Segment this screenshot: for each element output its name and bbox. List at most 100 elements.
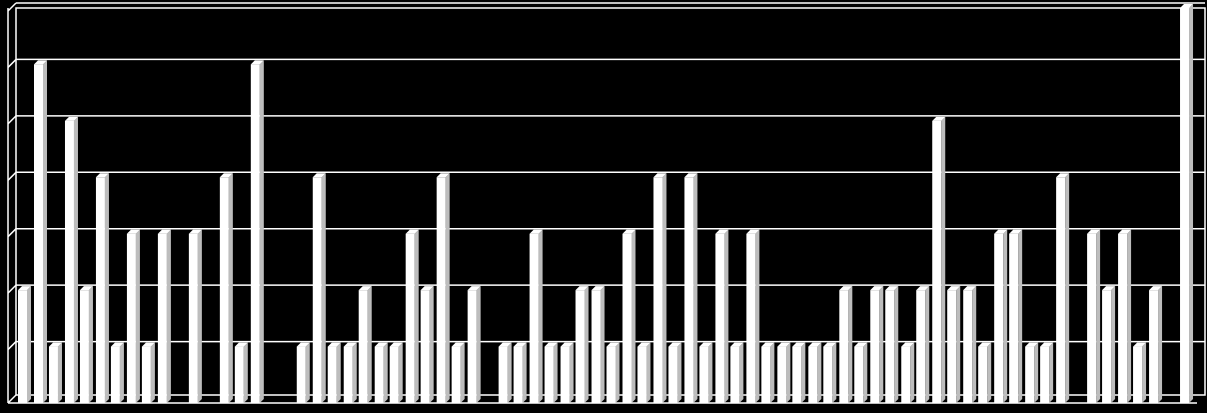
- bar-series1-26-side: [817, 342, 822, 403]
- bar-series1-1-front: [34, 64, 43, 403]
- bar-series2-33-top: [1009, 229, 1023, 234]
- bar-series2-32-front: [978, 346, 988, 403]
- bar-series2-19-front: [575, 290, 585, 403]
- bar-series1-21-front: [653, 177, 663, 403]
- bar-series2-13: [389, 342, 403, 403]
- bar-series2-21-front: [637, 346, 647, 403]
- bar-series1-36-side: [1127, 229, 1132, 403]
- bar-series2-24-top: [730, 342, 744, 347]
- bar-series2-3-side: [88, 286, 93, 403]
- bar-series2-1-side: [27, 286, 31, 403]
- bar-series1-17-top: [529, 229, 543, 234]
- bar-series1-4-side: [135, 229, 140, 403]
- bar-series2-11-front: [327, 346, 337, 403]
- bar-series2-30: [916, 286, 930, 403]
- bar-series1-18-side: [569, 342, 574, 403]
- bar-series2-8: [234, 342, 248, 403]
- bar-series1-32: [994, 229, 1008, 403]
- bar-series2-21-top: [637, 342, 651, 347]
- bar-series2-37-front: [1133, 346, 1143, 403]
- bar-series1-14-front: [436, 177, 446, 403]
- bar-series1-37-front: [1149, 290, 1159, 403]
- bar-series1-13-front: [405, 233, 415, 403]
- bar-series1-8: [250, 60, 264, 404]
- bar-series2-20-front: [606, 346, 616, 403]
- bar-series2-1-front: [18, 290, 27, 403]
- bar-series2-25: [761, 342, 775, 403]
- bar-series1-10: [312, 173, 326, 403]
- bar-series2-25-front: [761, 346, 771, 403]
- bar-series1-17: [529, 229, 543, 403]
- bar-series1-11-front: [343, 346, 353, 403]
- bar-series1-2: [64, 116, 78, 403]
- bar-series2-17-side: [522, 342, 527, 403]
- bar-series2-19-top: [575, 286, 589, 291]
- bar-series1-12: [374, 342, 388, 403]
- bar-series1-18-top: [560, 342, 574, 347]
- bar-series1-8-side: [259, 60, 264, 404]
- bar-series1-20-top: [622, 229, 636, 234]
- bar-series1-30-front: [932, 120, 942, 403]
- bar-series2-13-top: [389, 342, 403, 347]
- bar-series2-17-front: [513, 346, 523, 403]
- gridline-diagonal: [7, 115, 17, 125]
- bar-series1-4-top: [126, 229, 140, 234]
- bar-series2-29-top: [885, 286, 899, 291]
- bar-series2-18-side: [553, 342, 558, 403]
- bar-series2-37-top: [1133, 342, 1147, 347]
- bar-series1-25: [777, 342, 791, 403]
- bar-series1-5-side: [166, 229, 171, 403]
- bar-series2-27-top: [823, 342, 837, 347]
- bar-series2-14-front: [420, 290, 430, 403]
- bar-series1-22-front: [684, 177, 694, 403]
- bar-series2-36: [1102, 286, 1116, 403]
- bar-series2-23-side: [708, 342, 713, 403]
- bar-series1-34: [1056, 173, 1070, 403]
- bar-series1-25-top: [777, 342, 791, 347]
- bar-series2-14-side: [429, 286, 434, 403]
- bar-series1-16-side: [507, 342, 512, 403]
- bar-series1-15-side: [476, 286, 481, 403]
- bar-series1-36: [1118, 229, 1132, 403]
- bar-series2-31-side: [956, 286, 961, 403]
- bar-series1-23-front: [715, 233, 725, 403]
- bar-series2-1: [18, 286, 31, 403]
- bar-series1-8-front: [250, 64, 260, 403]
- bar-series2-3: [79, 286, 93, 403]
- bar-series2-5-front: [141, 346, 151, 403]
- bar-series2-8-top: [234, 342, 248, 347]
- bar-series1-23-top: [715, 229, 729, 234]
- bar-series1-2-front: [64, 120, 74, 403]
- bar-series1-33-side: [1034, 342, 1039, 403]
- bar-series2-26-top: [792, 342, 806, 347]
- bar-series2-18-top: [544, 342, 558, 347]
- bar-series1-35-front: [1087, 233, 1097, 403]
- bar-series2-36-top: [1102, 286, 1116, 291]
- bar-series1-37-side: [1158, 286, 1163, 403]
- bar-series1-16: [498, 342, 512, 403]
- bar-series2-12-side: [367, 286, 372, 403]
- bar-series2-32-top: [978, 342, 992, 347]
- bar-series1-24-front: [746, 233, 756, 403]
- bar-series1-23: [715, 229, 729, 403]
- bar-series1-29-top: [901, 342, 915, 347]
- bar-series1-36-top: [1118, 229, 1132, 234]
- bar-series1-13-side: [414, 229, 419, 403]
- bar-series1-7: [219, 173, 233, 403]
- bar-series2-28-side: [863, 342, 868, 403]
- bar-series1-7-side: [228, 173, 233, 403]
- bar-series2-15-side: [460, 342, 465, 403]
- bar-series1-29-front: [901, 346, 911, 403]
- bar-series1-24: [746, 229, 760, 403]
- bar-series2-27-side: [832, 342, 837, 403]
- bar-series1-38-top: [1180, 4, 1194, 8]
- bar-series2-34-side: [1049, 342, 1054, 403]
- bar-series1-30-top: [932, 116, 946, 121]
- bar-series1-10-top: [312, 173, 326, 178]
- bar-series2-15: [451, 342, 465, 403]
- bar-series1-31: [963, 286, 977, 403]
- bar-series1-35-side: [1096, 229, 1101, 403]
- bar-series2-2-side: [57, 342, 62, 403]
